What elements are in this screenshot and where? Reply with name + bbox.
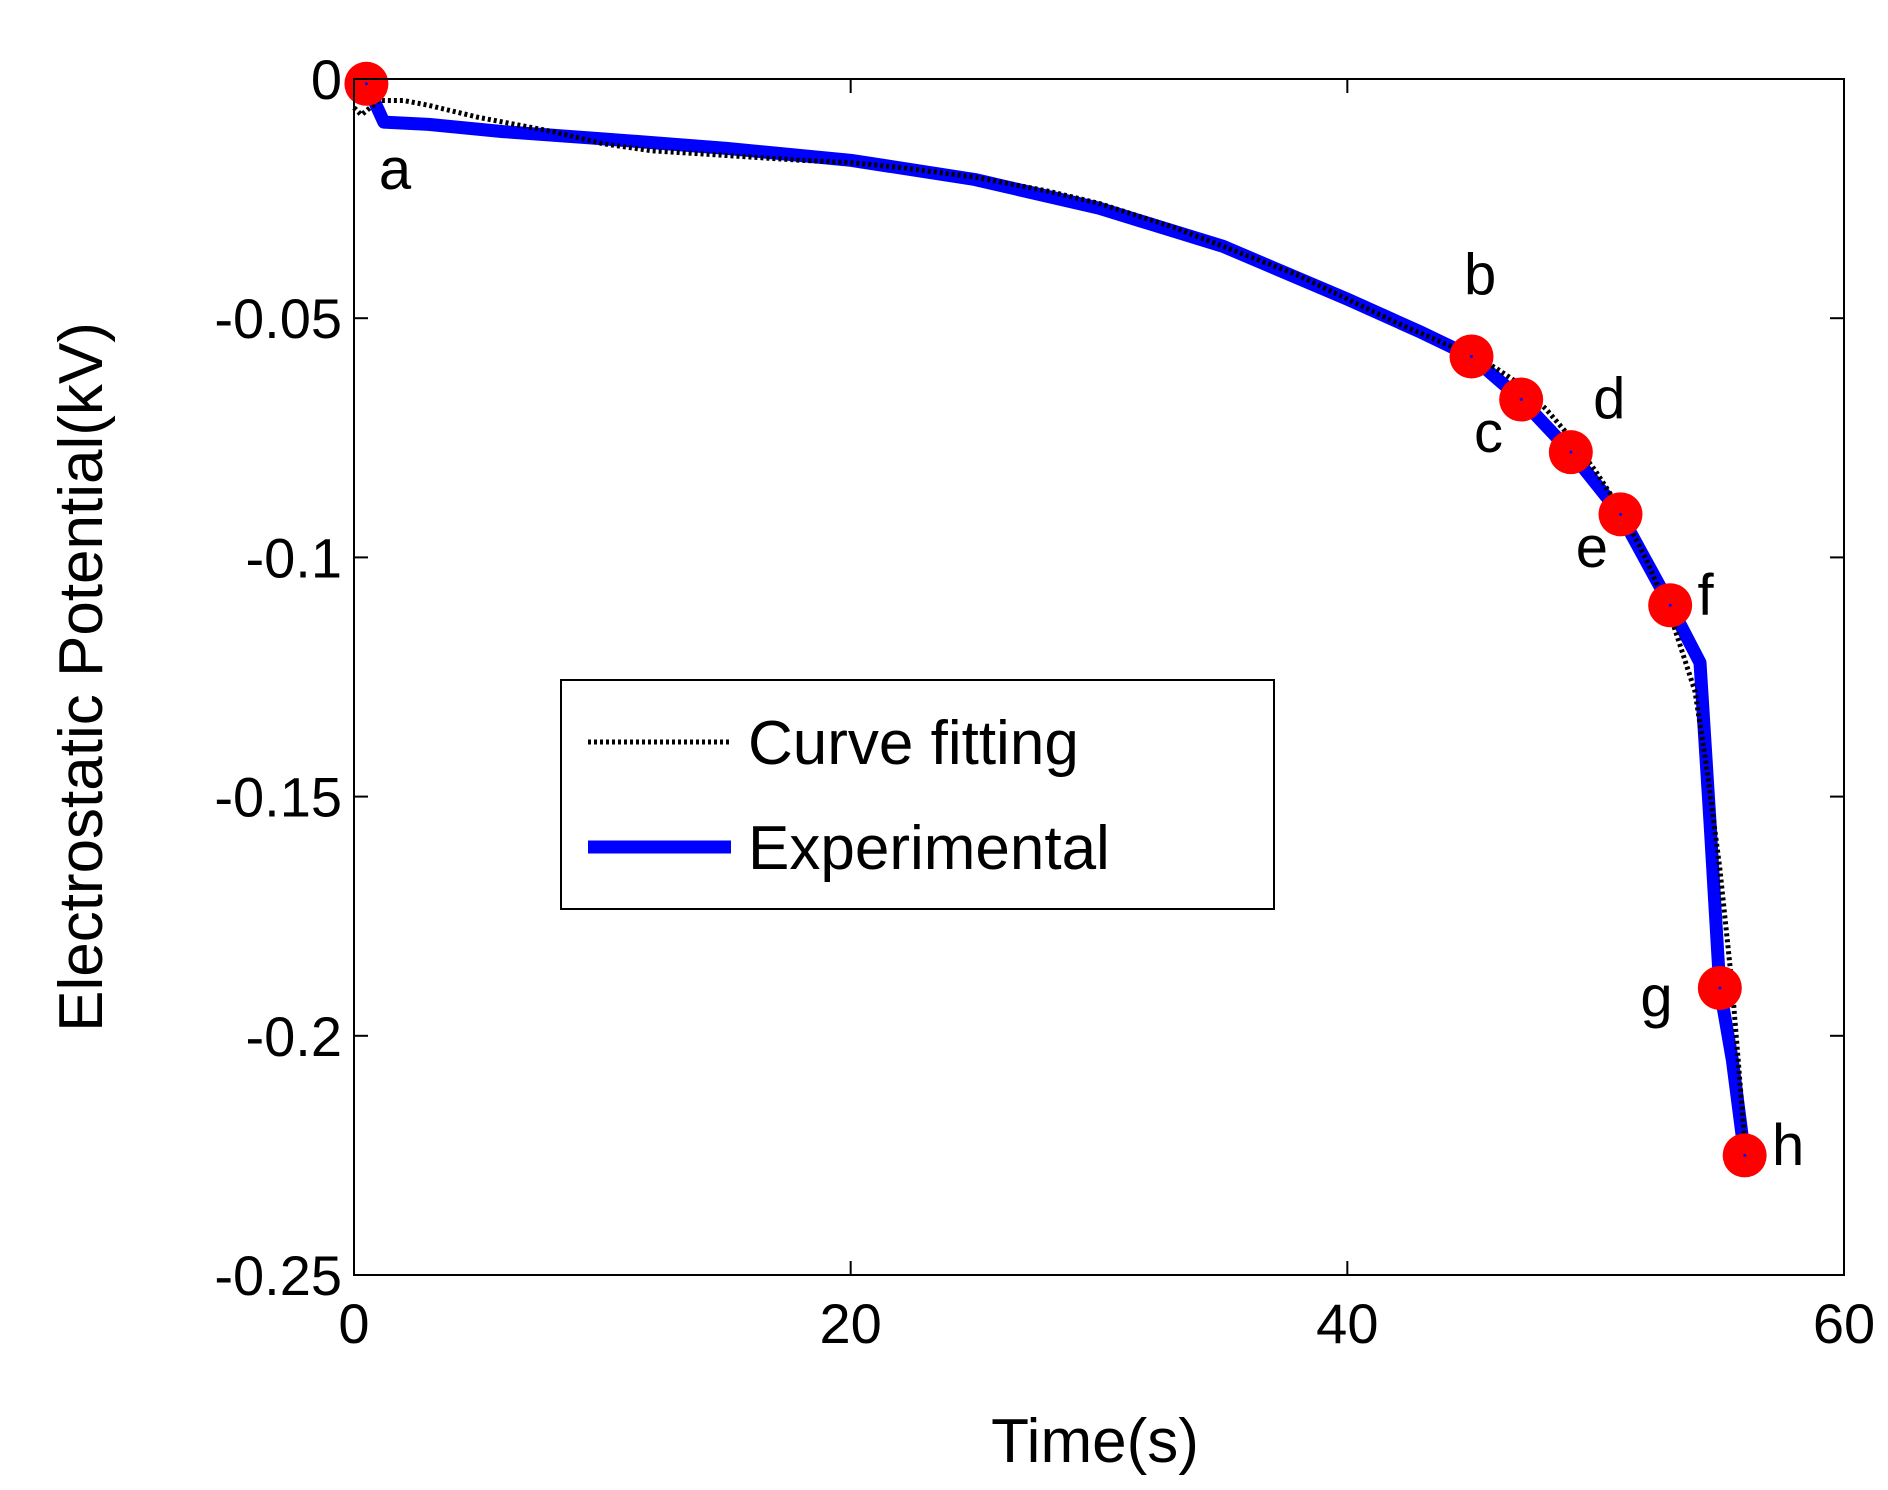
marker-layer: a b c d e f g h — [344, 61, 1804, 1178]
y-axis-title: Electrostatic Potential(kV) — [47, 322, 116, 1032]
point-center-e — [1619, 512, 1622, 516]
y-axis: 0 -0.05 -0.1 -0.15 -0.2 -0.25 — [214, 48, 1844, 1307]
series-layer — [352, 81, 1752, 1157]
x-axis: 0 20 40 60 — [338, 79, 1875, 1355]
y-tick-label-0: 0 — [311, 48, 342, 111]
point-label-h: h — [1772, 1113, 1804, 1178]
plot-frame — [353, 78, 1845, 1276]
y-tick-label-4: -0.2 — [246, 1005, 343, 1068]
point-center-c — [1519, 398, 1523, 402]
point-center-b — [1470, 354, 1473, 358]
point-center-h — [1743, 1153, 1747, 1157]
plot-area — [354, 79, 1844, 1275]
y-tick-label-2: -0.1 — [246, 526, 343, 589]
point-label-e: e — [1576, 515, 1608, 580]
series-line-curve-fitting — [352, 98, 1748, 1142]
y-tick-label-5: -0.25 — [214, 1244, 342, 1307]
x-tick-label-3: 60 — [1813, 1292, 1875, 1355]
x-tick-label-1: 20 — [820, 1292, 882, 1355]
point-label-f: f — [1697, 563, 1714, 628]
y-tick-label-1: -0.05 — [214, 287, 342, 350]
point-center-g — [1718, 986, 1722, 990]
y-tick-label-3: -0.15 — [214, 766, 342, 829]
x-axis-title: Time(s) — [991, 1407, 1199, 1476]
point-center-f — [1668, 603, 1672, 607]
legend: Curve fitting Experimental — [560, 679, 1275, 910]
legend-label-experimental: Experimental — [748, 814, 1110, 883]
legend-box — [560, 679, 1275, 910]
point-label-c: c — [1474, 400, 1503, 465]
point-label-d: d — [1593, 367, 1625, 432]
x-tick-label-0: 0 — [338, 1292, 369, 1355]
legend-label-curve-fitting: Curve fitting — [748, 709, 1079, 778]
point-center-d — [1569, 450, 1573, 454]
point-label-b: b — [1464, 242, 1496, 307]
point-label-a: a — [379, 137, 412, 202]
x-tick-label-2: 40 — [1316, 1292, 1378, 1355]
point-label-g: g — [1640, 965, 1672, 1030]
point-center-a — [364, 82, 368, 86]
